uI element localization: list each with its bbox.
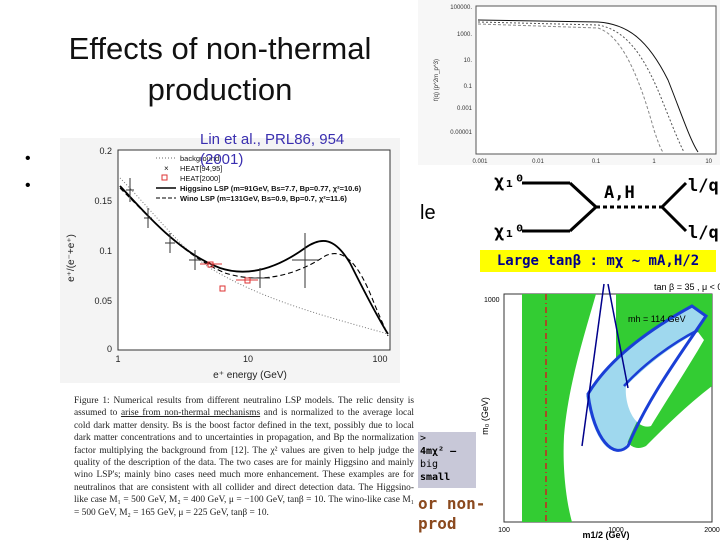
fragment-non-thermal: or non- prod (418, 494, 485, 534)
heat2000-data-points (200, 261, 258, 292)
m0-label: m₀ (GeV) (480, 397, 490, 435)
background-curve (119, 177, 389, 335)
x-tick: 1000 (608, 527, 624, 534)
chi-top-label: χ₁⁰ (494, 172, 525, 192)
legend-heat2000-marker (161, 174, 168, 181)
bullet-dot-2: • (25, 177, 31, 194)
x-tick: 100 (372, 354, 387, 364)
fragment-box: > 4mχ² – big small (418, 432, 476, 488)
relic-y-tick: 1000. (457, 32, 472, 38)
relic-y-tick: 10. (464, 58, 473, 64)
arrow-right (607, 283, 629, 389)
relic-y-tick: 100000. (450, 5, 472, 11)
x-tick: 1 (115, 354, 120, 364)
y-top-tick: 1000 (484, 297, 500, 304)
feynman-vertex-bottom (568, 205, 598, 233)
box-line: 4mχ² – (420, 446, 457, 457)
relic-x-tick: 0.1 (592, 159, 601, 165)
tan-beta-label: tan β = 35 , μ < 0 (654, 282, 720, 292)
m12-label: m1/2 (GeV) (582, 530, 629, 540)
large-tan-beta-note: Large tanβ : mχ ~ mA,H/2 (480, 250, 716, 272)
positron-fraction-plot: 0.2 0.15 0.1 0.05 0 1 10 100 e⁺ energy (… (60, 138, 400, 383)
legend-heat2000: HEAT[2000] (180, 174, 220, 183)
relic-y-tick: 0.001 (457, 106, 473, 112)
y-axis-label: e⁺/(e⁻+e⁺) (66, 234, 77, 282)
feynman-out-top (660, 181, 688, 209)
relic-curve-2 (477, 21, 685, 153)
x-tick: 10 (243, 354, 253, 364)
feynman-vertex-top (568, 181, 598, 209)
feynman-diagram (522, 181, 688, 233)
y-tick: 0.15 (94, 196, 112, 206)
y-tick: 0.1 (99, 246, 112, 256)
out-top-label: l/q (688, 176, 719, 196)
figure-caption: Figure 1: Numerical results from differe… (74, 395, 414, 519)
feynman-out-bottom (660, 205, 688, 233)
legend-wino: Wino LSP (m=131GeV, Bs=0.9, Bp=0.7, χ²=1… (180, 194, 347, 203)
caption-lead: Figure 1: (74, 396, 114, 406)
relic-x-tick: 1 (652, 159, 656, 165)
relic-y-tick: 0.00001 (450, 130, 472, 136)
relic-curve-3 (477, 23, 664, 153)
x-tick: 100 (498, 527, 510, 534)
slide-title: Effects of non-thermal production (68, 31, 372, 107)
citation-line-2: (2001) (200, 151, 244, 168)
x-tick: 2000 (704, 527, 720, 534)
y-tick: 0.05 (94, 296, 112, 306)
blue-contour (586, 304, 709, 452)
relic-x-tick: 0.01 (532, 159, 544, 165)
x-axis-label: e⁺ energy (GeV) (213, 370, 287, 381)
relic-y-tick: 0.1 (464, 84, 473, 90)
legend-higgsino: Higgsino LSP (m=91GeV, Bs=7.7, Bp=0.77, … (180, 184, 362, 193)
heat-data-points (126, 178, 318, 288)
caption-underlined: arise from non-thermal mechanisms (120, 408, 261, 419)
orange-line: prod (418, 514, 457, 533)
legend-background: background (180, 154, 219, 163)
fragment-le: le (420, 202, 436, 224)
green-region (522, 294, 596, 522)
relic-x-tick: 10 (705, 159, 712, 165)
citation-line-1: Lin et al., PRL86, 954 (200, 131, 345, 148)
y-tick: 0.2 (99, 146, 112, 156)
relic-curve-1 (477, 19, 699, 153)
caption-text-b: and is normalized to the average local c… (74, 408, 414, 518)
box-line: big (420, 459, 439, 470)
chi-bottom-label: χ₁⁰ (494, 222, 525, 242)
mh-label: mh = 114 GeV (628, 314, 686, 324)
relic-y-label: f(q) (p^2m_p^3) (434, 59, 440, 101)
box-line: small (420, 472, 451, 483)
legend-heat9495: HEAT[94,95] (180, 164, 222, 173)
blue-contour-inner (623, 328, 699, 387)
relic-x-tick: 0.001 (472, 159, 488, 165)
citation: Lin et al., PRL86, 954 (2001) (200, 130, 344, 170)
y-tick: 0 (107, 344, 112, 354)
mediator-label: A,H (604, 183, 635, 203)
relic-density-plot: 100000. 1000. 10. 0.1 0.001 0.00001 0.00… (418, 0, 720, 165)
arrow-left (581, 283, 605, 447)
caption-text-a: Numerical results from different neutral… (74, 396, 414, 419)
orange-line: or non- (418, 494, 486, 513)
box-line: > (420, 433, 427, 444)
wino-curve (119, 187, 389, 337)
out-bottom-label: l/q (688, 223, 719, 243)
legend-heat9495-marker: × (164, 164, 169, 173)
cmssm-plot: tan β = 35 , μ < 0 mh = 114 GeV 1000 m₀ … (476, 276, 720, 540)
bullet-dot-1: • (25, 150, 31, 167)
